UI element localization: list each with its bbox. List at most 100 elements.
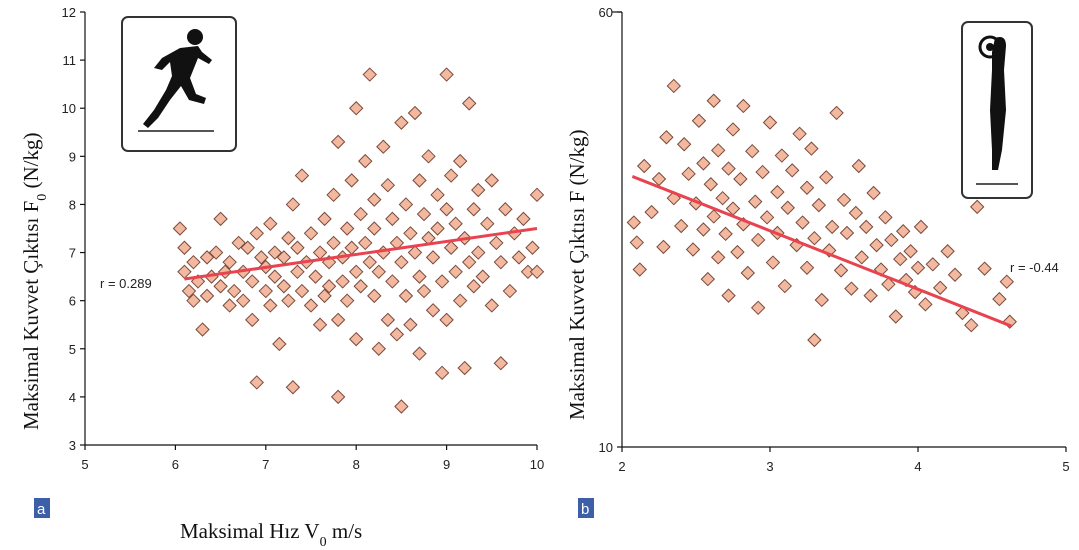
panel-b-data-point [666, 78, 682, 94]
panel-a-chart: 5 6 7 8 9 10 3 4 5 6 7 8 9 10 11 12 r = 0.289 a Maksima… [19, 5, 544, 550]
panel-a-data-point [177, 264, 192, 280]
panel-a-data-point [493, 356, 509, 371]
panel-a-data-point [245, 312, 260, 328]
panel-a-data-point [403, 317, 418, 332]
panel-a-data-point [443, 168, 459, 183]
panel-a-data-point [254, 250, 269, 265]
panel-a-data-point [362, 254, 377, 270]
panel-b-data-point [844, 281, 859, 296]
panel-a-data-point [294, 283, 310, 299]
panel-a-data-point [480, 216, 495, 231]
panel-a-data-point [358, 235, 373, 251]
panel-a-y-tick-label: 11 [63, 53, 77, 68]
panel-b-data-point [765, 255, 781, 270]
panel-a-data-point [222, 254, 237, 270]
panel-a-data-point [471, 182, 486, 198]
panel-b-data-point [836, 192, 852, 208]
panel-a-x-tick-label: 8 [353, 457, 360, 472]
panel-b-data-point [869, 237, 884, 253]
panel-b-data-point [706, 93, 721, 108]
panel-a-data-point [312, 245, 328, 260]
panel-a-data-point [344, 173, 359, 188]
panel-a-data-point [353, 279, 368, 294]
panel-a-data-point [430, 187, 445, 203]
panel-a-data-point [213, 279, 228, 294]
panel-b-data-point [759, 210, 775, 225]
panel-a-data-point [348, 101, 364, 116]
panel-b-data-point [696, 222, 711, 237]
panel-b-data-point [644, 204, 659, 220]
panel-b-badge: b [578, 498, 594, 518]
panel-a-y-tick-label: 12 [62, 5, 76, 20]
panel-a-x-tick-label: 9 [443, 457, 450, 472]
panel-a-data-point [330, 312, 346, 328]
panel-b-ticks: 2 3 4 5 10 60 [599, 5, 1070, 474]
panel-a-data-point [326, 187, 341, 203]
panel-a-data-point [358, 153, 373, 169]
panel-b-data-point [964, 317, 979, 333]
panel-a-data-point [412, 173, 427, 188]
panel-a-data-point [380, 312, 396, 328]
panel-a-data-point [267, 245, 283, 260]
panel-a-data-point [290, 240, 305, 255]
panel-a-data-point [285, 197, 301, 212]
panel-a-data-point [529, 264, 545, 280]
panel-b-data-point [955, 305, 970, 321]
panel-a-data-point [448, 264, 463, 280]
panel-a-data-point [511, 250, 527, 265]
panel-b-data-point [710, 250, 726, 265]
panel-b-data-point [780, 200, 795, 215]
panel-b-data-point [918, 297, 933, 312]
panel-b-data-point [811, 197, 827, 213]
panel-a-data-point [303, 298, 319, 313]
panel-b-x-tick-label: 2 [618, 459, 625, 474]
panel-b-data-point [893, 251, 908, 267]
panel-a-data-point [439, 202, 454, 217]
panel-a-data-point [425, 250, 441, 265]
panel-a-y-tick-label: 8 [69, 197, 76, 212]
panel-a-data-point [407, 105, 423, 121]
panel-a-data-point [249, 375, 264, 390]
panel-b-y-tick-label: 60 [599, 5, 613, 20]
panel-a-data-point [394, 115, 409, 130]
panel-b-data-point [676, 137, 692, 152]
panel-b-data-point [895, 224, 911, 239]
panel-b-data-point [777, 278, 793, 294]
panel-a-data-point [398, 288, 414, 304]
panel-a-data-point [195, 322, 210, 337]
panel-b-data-point [804, 141, 819, 156]
panel-b-data-point [659, 130, 674, 145]
panel-a-data-point [321, 279, 337, 294]
panel-b-r-annotation: r = -0.44 [1010, 260, 1059, 275]
panel-a-data-point [430, 221, 445, 236]
panel-a-data-point [199, 288, 215, 304]
panel-b-data-point [784, 163, 800, 178]
panel-b-x-tick-label: 4 [914, 459, 921, 474]
panel-a-y-tick-label: 4 [69, 390, 76, 405]
panel-a-data-point [245, 274, 260, 289]
panel-a-y-tick-label: 7 [69, 246, 76, 261]
panel-b-data-point [851, 158, 867, 174]
panel-a-data-point [425, 303, 441, 318]
svg-text:a: a [37, 501, 46, 518]
panel-a-data-point [380, 177, 396, 193]
panel-b-data-point [691, 113, 707, 128]
panel-a-y-tick-label: 5 [69, 342, 76, 357]
panel-a-data-point [448, 216, 463, 231]
panel-a-data-point [303, 226, 319, 241]
panel-a-data-point [367, 288, 382, 304]
panel-b-data-point [824, 219, 840, 235]
panel-a-data-point [353, 206, 368, 222]
panel-b-data-point [839, 225, 855, 241]
panel-a-data-point [339, 221, 355, 236]
panel-a-data-point [181, 283, 197, 299]
panel-a-x-tick-label: 10 [530, 457, 544, 472]
panel-a-data-point [249, 226, 264, 241]
panel-b-data-point [740, 265, 756, 281]
standing-figure-icon [961, 21, 1033, 199]
svg-text:b: b [581, 501, 589, 518]
panel-b-data-point [696, 156, 711, 171]
panel-b-data-point [848, 205, 864, 221]
panel-a-data-point [525, 240, 540, 255]
panel-a-data-point [434, 274, 450, 289]
